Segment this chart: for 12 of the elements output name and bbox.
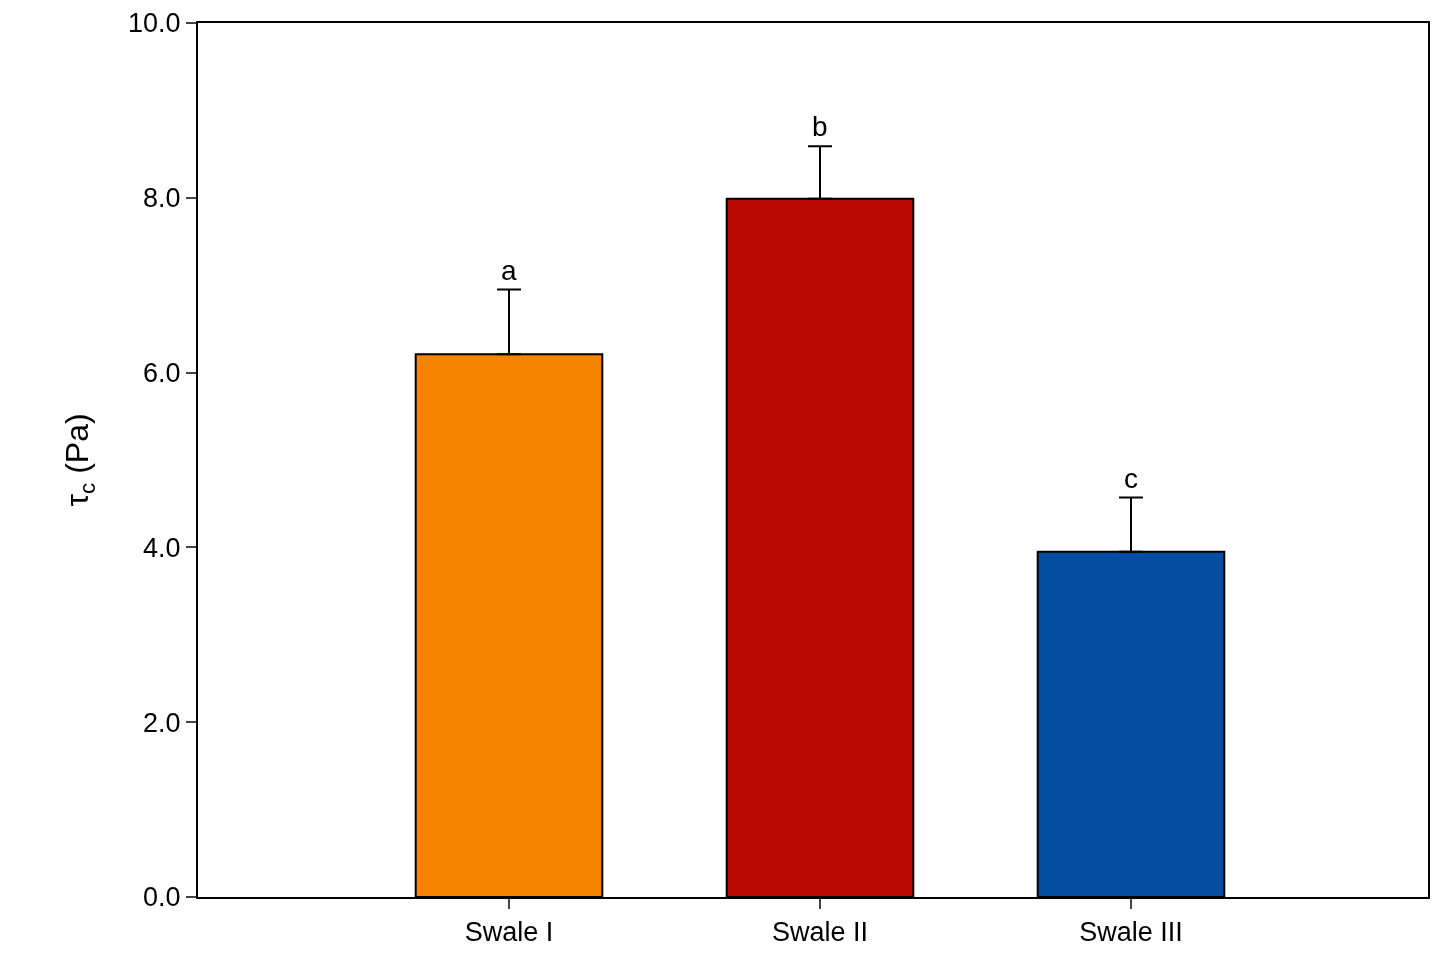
y-tick-label: 8.0: [143, 183, 181, 214]
annotation: b: [812, 111, 828, 142]
x-tick-label: Swale I: [464, 917, 554, 948]
y-tick-label: 2.0: [143, 707, 181, 738]
y-tick-label: 4.0: [143, 532, 181, 563]
y-tick-label: 0.0: [143, 882, 181, 913]
x-tick-label: Swale II: [771, 917, 869, 948]
annotation: a: [501, 255, 517, 286]
y-tick-label: 6.0: [143, 358, 181, 389]
y-tick-label: 10.0: [128, 8, 181, 39]
x-tick-label: Swale III: [1079, 917, 1183, 948]
annotation: c: [1124, 463, 1138, 494]
